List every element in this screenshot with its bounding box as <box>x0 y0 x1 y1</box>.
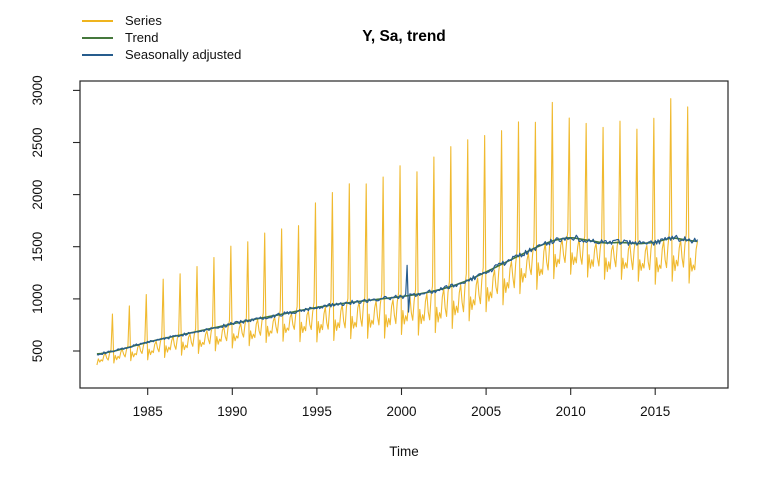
legend: Series Trend Seasonally adjusted <box>82 12 241 63</box>
legend-item-trend: Trend <box>82 29 241 46</box>
trend-line-swatch <box>82 36 113 39</box>
legend-label-series: Series <box>125 13 162 28</box>
series-line <box>96 98 699 366</box>
svg-text:2000: 2000 <box>386 404 416 419</box>
series-line-swatch <box>82 19 113 22</box>
svg-text:1985: 1985 <box>133 404 163 419</box>
sa-line-swatch <box>82 53 113 56</box>
svg-text:2015: 2015 <box>640 404 670 419</box>
legend-item-series: Series <box>82 12 241 29</box>
svg-text:2000: 2000 <box>30 180 45 210</box>
chart-title: Y, Sa, trend <box>362 28 446 45</box>
legend-item-seasonally-adjusted: Seasonally adjusted <box>82 46 241 63</box>
svg-text:1995: 1995 <box>302 404 332 419</box>
legend-label-seasonally-adjusted: Seasonally adjusted <box>125 47 242 62</box>
svg-text:500: 500 <box>30 340 45 363</box>
svg-text:1000: 1000 <box>30 284 45 314</box>
sa-line <box>96 234 699 356</box>
x-axis: 1985 1990 1995 2000 2005 2010 2015 <box>133 388 670 419</box>
legend-label-trend: Trend <box>125 30 159 45</box>
plot-frame <box>79 80 729 389</box>
svg-text:3000: 3000 <box>30 75 45 105</box>
svg-text:1990: 1990 <box>217 404 247 419</box>
svg-text:2005: 2005 <box>471 404 501 419</box>
svg-text:2500: 2500 <box>30 127 45 157</box>
x-axis-title: Time <box>389 444 419 459</box>
y-axis: 500 1000 1500 2000 2500 3000 <box>30 75 80 362</box>
trend-line <box>96 236 698 355</box>
svg-text:1500: 1500 <box>30 232 45 262</box>
svg-text:2010: 2010 <box>556 404 586 419</box>
